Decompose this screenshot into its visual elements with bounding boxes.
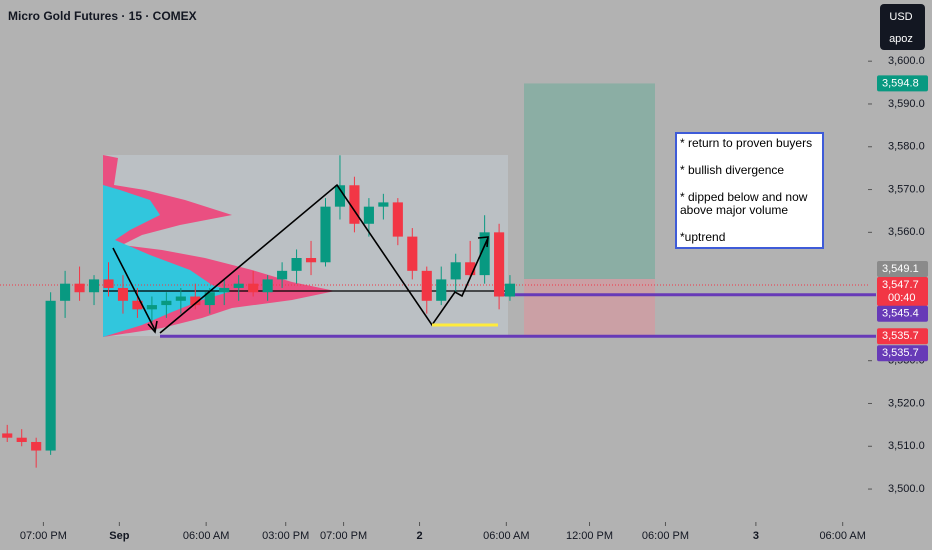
profit-zone bbox=[524, 83, 655, 279]
candle-body bbox=[117, 287, 129, 301]
candle-body bbox=[2, 433, 13, 438]
y-tick-label: 3,570.0 bbox=[888, 183, 925, 195]
candle-body bbox=[320, 206, 331, 263]
price-label: 3,594.8 bbox=[882, 77, 919, 89]
currency[interactable]: USD bbox=[889, 11, 912, 23]
candle-body bbox=[392, 202, 403, 237]
x-tick-label: 07:00 PM bbox=[320, 530, 367, 542]
x-tick-label: Sep bbox=[109, 530, 129, 542]
candle-body bbox=[334, 185, 346, 207]
candle-body bbox=[277, 270, 288, 280]
arrow-line bbox=[112, 247, 156, 331]
arrow-head bbox=[147, 320, 158, 334]
price-label: 3,535.7 bbox=[882, 330, 919, 342]
candle-body bbox=[204, 292, 215, 306]
candle-body bbox=[233, 283, 244, 288]
zigzag bbox=[112, 183, 489, 334]
x-tick-label: 12:00 PM bbox=[566, 530, 613, 542]
candle-body bbox=[407, 236, 418, 271]
candle-body bbox=[479, 232, 490, 276]
note-line: *uptrend bbox=[680, 230, 725, 244]
chart-title: Micro Gold Futures · 15 · COMEX bbox=[8, 9, 197, 23]
price-label-box bbox=[877, 260, 928, 277]
y-tick-label: 3,580.0 bbox=[888, 141, 925, 153]
candle-body bbox=[16, 437, 27, 442]
price-label: 3,547.7 bbox=[882, 279, 919, 291]
candle-body bbox=[436, 279, 447, 301]
y-tick-label: 3,520.0 bbox=[888, 397, 925, 409]
y-tick-label: 3,600.0 bbox=[888, 55, 925, 67]
candle-body bbox=[175, 296, 186, 301]
x-tick-label: 03:00 PM bbox=[262, 530, 309, 542]
candle-body bbox=[421, 270, 432, 301]
price-label-box bbox=[877, 276, 928, 306]
scale-button[interactable]: apoz bbox=[889, 33, 913, 45]
candle-body bbox=[74, 283, 85, 293]
note-box bbox=[675, 132, 824, 249]
x-tick-label: 2 bbox=[416, 530, 422, 542]
price-label-box bbox=[877, 345, 928, 362]
currency-button[interactable] bbox=[880, 4, 925, 50]
candle-body bbox=[88, 279, 100, 293]
candle-body bbox=[45, 300, 56, 451]
x-tick-label: 06:00 AM bbox=[483, 530, 529, 542]
arrow-head bbox=[477, 236, 489, 248]
arrow-line bbox=[159, 183, 489, 334]
candle-body bbox=[146, 305, 157, 310]
candle-body bbox=[161, 300, 172, 306]
price-label: 3,535.7 bbox=[882, 347, 919, 359]
candle-body bbox=[349, 185, 360, 224]
y-tick-label: 3,510.0 bbox=[888, 440, 925, 452]
candle-body bbox=[31, 441, 42, 451]
x-tick-label: 06:00 AM bbox=[819, 530, 865, 542]
candle-body bbox=[494, 232, 505, 297]
candle-body bbox=[378, 202, 389, 207]
candle-body bbox=[363, 206, 374, 224]
price-label-box bbox=[877, 328, 928, 345]
candle-body bbox=[103, 279, 114, 288]
candle-body bbox=[132, 300, 143, 310]
countdown: 00:40 bbox=[888, 292, 916, 304]
x-tick-label: 07:00 PM bbox=[20, 530, 67, 542]
candle-body bbox=[305, 258, 317, 263]
price-label-box bbox=[877, 75, 928, 92]
candle-body bbox=[291, 258, 302, 271]
plot bbox=[0, 83, 876, 468]
note-line: * dipped below and now bbox=[680, 190, 808, 204]
candle-body bbox=[248, 283, 259, 293]
candle-body bbox=[262, 279, 273, 293]
price-label: 3,545.4 bbox=[882, 308, 919, 320]
price-label-box bbox=[877, 305, 928, 322]
y-tick-label: 3,500.0 bbox=[888, 483, 925, 495]
y-tick-label: 3,560.0 bbox=[888, 226, 925, 238]
price-label: 3,549.1 bbox=[882, 263, 919, 275]
candle-body bbox=[504, 283, 516, 297]
loss-zone bbox=[524, 278, 655, 337]
candle-body bbox=[450, 262, 461, 280]
x-tick-label: 06:00 PM bbox=[642, 530, 689, 542]
candle-body bbox=[465, 262, 476, 276]
note-line: * return to proven buyers bbox=[680, 136, 812, 150]
note-line: above major volume bbox=[680, 203, 788, 217]
x-tick-label: 3 bbox=[753, 530, 759, 542]
candle-body bbox=[60, 283, 71, 301]
candle-body bbox=[219, 287, 230, 293]
notes: * return to proven buyers * bullish diver… bbox=[680, 136, 812, 244]
note-line: * bullish divergence bbox=[680, 163, 784, 177]
y-tick-label: 3,590.0 bbox=[888, 98, 925, 110]
x-tick-label: 06:00 AM bbox=[183, 530, 229, 542]
candle-body bbox=[190, 296, 201, 306]
